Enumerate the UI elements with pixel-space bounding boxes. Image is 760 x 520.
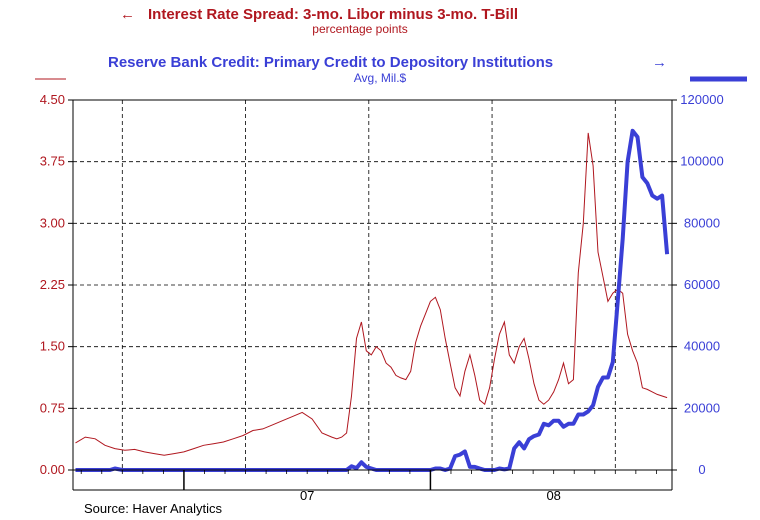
right-tick-label: 80000: [684, 215, 720, 230]
left-tick-label: 2.25: [40, 277, 65, 292]
right-arrow-icon: →: [652, 54, 667, 71]
right-series-title: Reserve Bank Credit: Primary Credit to D…: [108, 54, 667, 85]
plot-frame: [72, 99, 673, 491]
left-subtitle: percentage points: [312, 22, 407, 36]
left-tick-label: 0.75: [40, 400, 65, 415]
left-tick-label: 4.50: [40, 92, 65, 107]
left-arrow-icon: ←: [120, 6, 135, 23]
left-tick-label: 3.75: [40, 154, 65, 169]
left-title-text: Interest Rate Spread: 3-mo. Libor minus …: [148, 6, 518, 23]
source-note: Source: Haver Analytics: [84, 501, 223, 516]
spread-line: [75, 132, 668, 456]
right-tick-label: 100000: [680, 154, 723, 169]
left-series-title: ← Interest Rate Spread: 3-mo. Libor minu…: [120, 6, 518, 36]
right-title-text: Reserve Bank Credit: Primary Credit to D…: [108, 54, 553, 71]
left-tick-label: 3.00: [40, 215, 65, 230]
credit-series: [75, 128, 670, 472]
right-tick-label: 20000: [684, 400, 720, 415]
right-tick-label: 0: [698, 462, 705, 477]
left-tick-label: 1.50: [40, 339, 65, 354]
left-tick-label: 0.00: [40, 462, 65, 477]
right-tick-label: 60000: [684, 277, 720, 292]
spread-series: [75, 132, 668, 456]
left-axis-ticks: 0.00 0.75 1.50 2.25 3.00 3.75 4.50: [40, 92, 73, 477]
x-tick-label: 07: [300, 488, 314, 503]
x-axis-ticks: 07 08: [72, 470, 673, 503]
right-subtitle: Avg, Mil.$: [354, 71, 407, 85]
x-tick-label: 08: [546, 488, 560, 503]
right-tick-label: 120000: [680, 92, 723, 107]
gridlines: [73, 100, 672, 470]
credit-line: [75, 128, 670, 472]
right-tick-label: 40000: [684, 339, 720, 354]
right-axis-ticks: 0 20000 40000 60000 80000 100000 120000: [672, 92, 724, 477]
